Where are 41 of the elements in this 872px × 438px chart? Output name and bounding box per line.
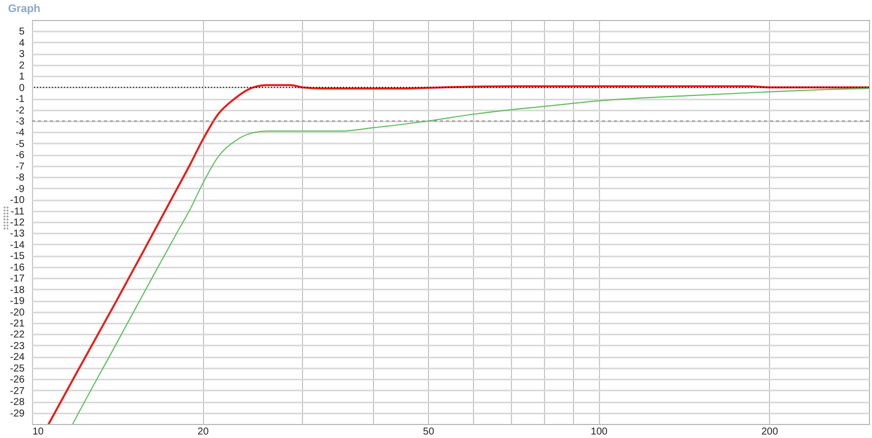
y-tick-label: -8 [16, 172, 25, 184]
y-tick-label: -15 [10, 251, 25, 262]
y-tick-label: 1 [18, 72, 25, 83]
y-tick-label: -10 [10, 195, 25, 206]
y-tick-label: -19 [10, 296, 25, 308]
y-tick-label: -11 [10, 206, 25, 218]
y-tick-label: 5 [18, 26, 25, 38]
y-tick-label: -2 [16, 105, 25, 116]
y-tick-label: -23 [10, 340, 25, 352]
y-tick-label: -18 [10, 284, 25, 296]
y-tick-label: -22 [10, 330, 25, 341]
y-tick-label: -21 [10, 318, 25, 330]
x-tick-label: 100 [590, 426, 608, 438]
chart-title: Graph [8, 3, 41, 15]
x-tick-label: 10 [32, 426, 44, 438]
y-tick-label: -1 [16, 94, 25, 106]
y-tick-label: 2 [18, 60, 25, 72]
y-tick-label: -9 [16, 184, 25, 195]
x-tick-label: 50 [423, 426, 435, 438]
x-tick-label: 200 [761, 426, 778, 438]
y-tick-label: -4 [16, 128, 25, 139]
y-tick-label: -27 [10, 386, 25, 397]
y-tick-label: -17 [10, 274, 25, 285]
y-tick-label: -5 [16, 138, 25, 150]
y-tick-label: -12 [10, 218, 25, 228]
y-tick-label: 4 [18, 38, 25, 49]
y-tick-label: 3 [18, 49, 25, 60]
y-tick-label: 0 [18, 82, 25, 94]
y-tick-label: -14 [10, 240, 25, 251]
y-tick-label: -13 [10, 228, 25, 240]
y-tick-label: -25 [10, 363, 25, 374]
y-tick-label: -7 [16, 161, 25, 172]
y-tick-label: -16 [10, 262, 25, 274]
y-tick-label: -6 [16, 150, 25, 162]
y-tick-label: -24 [10, 352, 25, 364]
y-tick-label: -3 [16, 116, 25, 128]
y-tick-label: -26 [10, 374, 25, 386]
y-tick-label: -29 [10, 408, 25, 420]
y-tick-label: -28 [10, 397, 25, 408]
x-tick-label: 20 [198, 426, 210, 438]
y-tick-label: -20 [10, 307, 25, 318]
